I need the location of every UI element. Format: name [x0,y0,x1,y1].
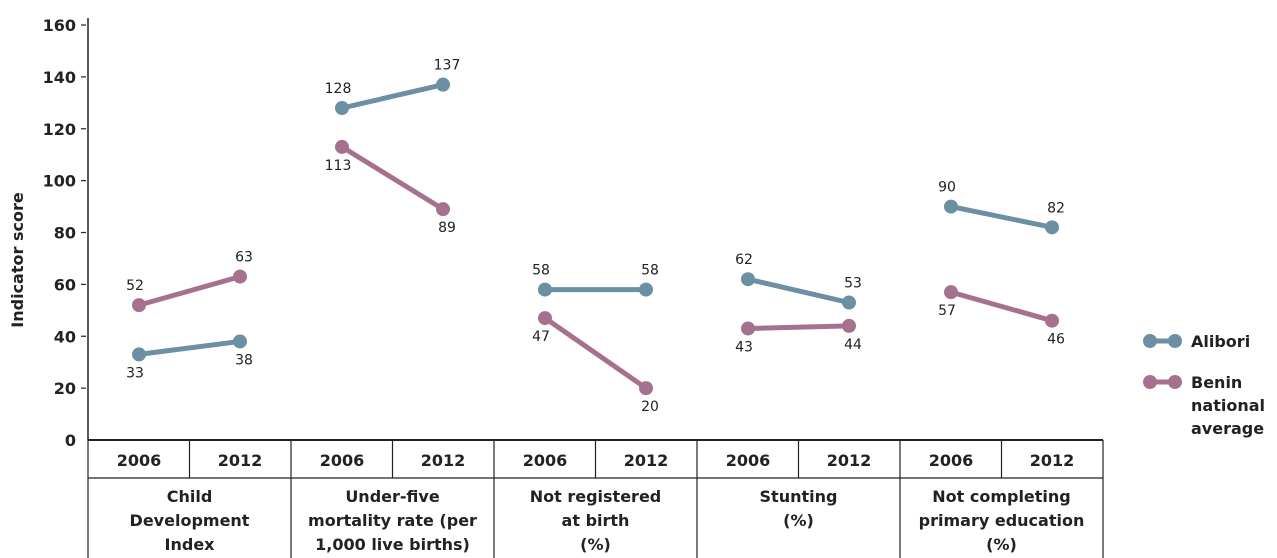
legend-label-benin: Benin [1191,373,1242,392]
category-label: Stunting [760,487,838,506]
series-line-benin [138,274,241,308]
data-label-alibori: 53 [844,276,862,292]
category-label: primary education [919,511,1085,530]
data-label-benin: 20 [641,399,659,415]
year-label: 2006 [929,451,974,470]
series-line-alibori [747,276,850,305]
y-tick-label: 100 [43,172,76,191]
category-label: mortality rate (per [308,511,477,530]
data-label-benin: 57 [938,303,956,319]
series-line-benin [543,316,648,391]
x-axis: 2006 2012 Child Development Index 2006 2012 Und… [87,439,1104,558]
category-label: (%) [986,535,1017,554]
legend-label-alibori: Alibori [1191,332,1250,351]
category-label: Index [165,535,216,554]
point-alibori [842,295,856,310]
y-axis-label: Indicator score [8,192,27,328]
series-layer: 33 38 52 63 128 137 113 89 58 58 47 20 62 53 43 44 90 82 5… [126,58,1065,415]
data-label-benin: 63 [235,250,253,266]
point-alibori [538,282,552,297]
y-tick-label: 140 [43,68,76,87]
data-label-benin: 47 [532,329,550,345]
point-benin [944,285,958,300]
data-label-benin: 44 [844,337,862,353]
series-line-benin [747,323,850,331]
y-tick-label: 160 [43,16,76,35]
series-line-alibori [950,204,1053,230]
data-label-alibori: 58 [532,263,550,279]
category-label: Development [130,511,250,530]
data-label-alibori: 137 [434,58,461,74]
point-benin [639,381,653,396]
category-label: Not registered [530,487,662,506]
data-label-alibori: 33 [126,365,144,381]
y-tick-label: 80 [54,224,76,243]
year-label: 2006 [117,451,162,470]
data-label-alibori: 58 [641,263,659,279]
legend: Alibori Benin national average [1143,332,1265,438]
year-label: 2006 [320,451,365,470]
data-label-benin: 52 [126,278,144,294]
y-tick-label: 120 [43,120,76,139]
point-benin [538,311,552,326]
point-alibori [335,101,349,115]
y-tick-label: 20 [54,379,76,398]
series-line-alibori [341,82,444,111]
data-label-benin: 113 [325,158,352,174]
legend-marker-benin [1168,375,1182,389]
legend-marker-alibori [1143,334,1157,348]
data-label-alibori: 82 [1047,200,1065,216]
point-benin [436,202,450,217]
point-benin [741,321,755,336]
y-tick-label: 0 [65,431,76,450]
y-axis: 0 20 40 60 80 100 120 140 160 [43,16,89,450]
data-label-benin: 89 [438,220,456,236]
category-label: (%) [783,511,814,530]
point-alibori [639,282,653,297]
data-label-benin: 43 [735,339,753,355]
year-label: 2012 [827,451,872,470]
y-tick-label: 40 [54,327,76,346]
point-benin [335,139,349,154]
year-label: 2006 [726,451,771,470]
legend-label-benin: national [1191,396,1265,415]
year-label: 2012 [421,451,466,470]
point-alibori [132,347,146,362]
data-label-alibori: 90 [938,180,956,196]
year-label: 2012 [218,451,263,470]
category-label: Not completing [932,487,1071,506]
series-line-benin [340,144,445,212]
point-benin [132,298,146,313]
point-alibori [436,77,450,92]
year-label: 2006 [523,451,568,470]
point-benin [1045,313,1059,328]
series-line-alibori [138,338,241,357]
legend-marker-benin [1143,375,1157,389]
legend-label-benin: average [1191,419,1264,438]
point-benin [233,269,247,284]
year-label: 2012 [624,451,669,470]
point-alibori [944,199,958,214]
data-label-benin: 46 [1047,332,1065,348]
category-label: 1,000 live births) [315,535,470,554]
point-benin [842,318,856,333]
year-label: 2012 [1030,451,1075,470]
category-label: Under-five [345,487,440,506]
category-label: Child [167,487,213,506]
data-label-alibori: 62 [735,252,753,268]
point-alibori [233,334,247,349]
series-line-benin [950,289,1053,324]
point-alibori [741,272,755,287]
y-tick-label: 60 [54,275,76,294]
category-label: (%) [580,535,611,554]
category-label: at birth [562,511,630,530]
point-alibori [1045,220,1059,235]
data-label-alibori: 128 [325,81,352,97]
data-label-alibori: 38 [235,352,253,368]
legend-marker-alibori [1168,334,1182,348]
